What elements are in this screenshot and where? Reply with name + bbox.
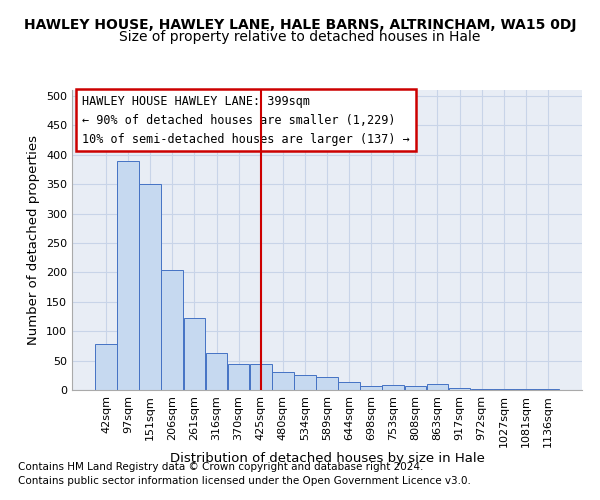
Bar: [117, 160, 139, 390]
Bar: [449, 388, 470, 390]
Bar: [250, 364, 272, 390]
Bar: [404, 386, 426, 390]
Text: Contains public sector information licensed under the Open Government Licence v3: Contains public sector information licen…: [18, 476, 471, 486]
Bar: [338, 382, 360, 390]
Bar: [184, 318, 205, 390]
Bar: [161, 270, 183, 390]
Bar: [361, 386, 382, 390]
Bar: [272, 372, 293, 390]
Bar: [316, 377, 338, 390]
Y-axis label: Number of detached properties: Number of detached properties: [28, 135, 40, 345]
Text: HAWLEY HOUSE HAWLEY LANE: 399sqm
← 90% of detached houses are smaller (1,229)
10: HAWLEY HOUSE HAWLEY LANE: 399sqm ← 90% o…: [82, 94, 410, 146]
Text: Contains HM Land Registry data © Crown copyright and database right 2024.: Contains HM Land Registry data © Crown c…: [18, 462, 424, 472]
Bar: [382, 386, 404, 390]
Bar: [206, 353, 227, 390]
Bar: [471, 389, 493, 390]
Text: HAWLEY HOUSE, HAWLEY LANE, HALE BARNS, ALTRINCHAM, WA15 0DJ: HAWLEY HOUSE, HAWLEY LANE, HALE BARNS, A…: [24, 18, 576, 32]
Bar: [139, 184, 161, 390]
Bar: [294, 376, 316, 390]
X-axis label: Distribution of detached houses by size in Hale: Distribution of detached houses by size …: [170, 452, 484, 466]
Text: Size of property relative to detached houses in Hale: Size of property relative to detached ho…: [119, 30, 481, 44]
Bar: [228, 364, 250, 390]
Bar: [95, 344, 117, 390]
Bar: [427, 384, 448, 390]
